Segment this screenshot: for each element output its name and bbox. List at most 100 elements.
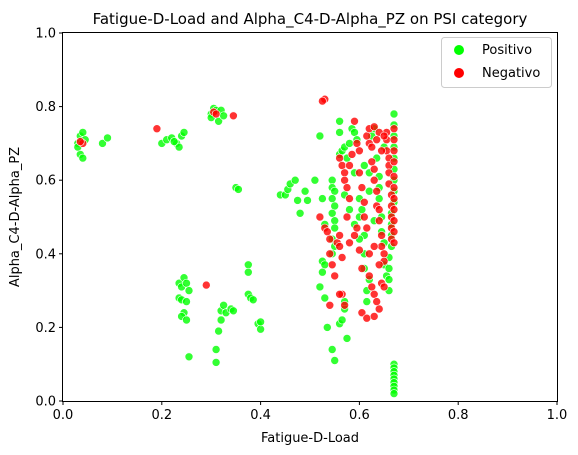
point-positivo-81 xyxy=(330,223,340,233)
point-negativo-8 xyxy=(318,96,327,106)
point-negativo-79 xyxy=(369,289,379,299)
point-negativo-93 xyxy=(352,223,362,233)
point-negativo-45 xyxy=(369,175,379,185)
point-positivo-155 xyxy=(359,161,369,170)
point-positivo-51 xyxy=(248,295,258,305)
point-negativo-43 xyxy=(367,157,377,167)
point-negativo-24 xyxy=(335,153,344,163)
point-positivo-73 xyxy=(322,323,332,332)
point-negativo-75 xyxy=(389,227,399,236)
point-positivo-76 xyxy=(330,186,340,196)
point-negativo-30 xyxy=(345,161,354,170)
point-negativo-34 xyxy=(355,146,364,156)
point-positivo-98 xyxy=(345,139,354,148)
point-positivo-60 xyxy=(295,209,305,218)
chart-title: Fatigue-D-Load and Alpha_C4-D-Alpha_PZ o… xyxy=(93,10,528,29)
point-negativo-88 xyxy=(369,242,379,251)
point-positivo-72 xyxy=(320,293,330,303)
point-negativo-87 xyxy=(364,249,374,259)
point-negativo-46 xyxy=(372,186,382,196)
point-positivo-86 xyxy=(330,356,340,365)
point-positivo-69 xyxy=(320,260,330,270)
legend-box xyxy=(441,37,552,88)
legend-marker-positivo xyxy=(454,45,464,55)
point-positivo-53 xyxy=(256,324,265,334)
point-negativo-71 xyxy=(389,183,399,192)
point-positivo-7 xyxy=(98,139,107,148)
point-negativo-84 xyxy=(369,312,379,321)
point-negativo-69 xyxy=(389,157,399,167)
point-negativo-44 xyxy=(369,164,379,174)
point-negativo-82 xyxy=(357,308,367,318)
point-negativo-2 xyxy=(152,124,162,133)
point-positivo-62 xyxy=(300,186,310,196)
x-axis-label: Fatigue-D-Load xyxy=(261,431,359,446)
point-positivo-93 xyxy=(335,128,344,137)
point-negativo-100 xyxy=(377,146,386,156)
point-positivo-124 xyxy=(384,264,394,273)
point-positivo-78 xyxy=(330,201,340,211)
x-tick-label-0: 0.0 xyxy=(53,408,74,423)
point-positivo-59 xyxy=(290,175,300,185)
point-negativo-50 xyxy=(377,231,386,240)
point-negativo-13 xyxy=(325,249,335,259)
point-positivo-77 xyxy=(327,194,337,203)
legend: Positivo Negativo xyxy=(441,37,552,88)
point-negativo-49 xyxy=(374,216,384,225)
y-tick-label-3: 0.6 xyxy=(35,174,56,189)
point-positivo-88 xyxy=(337,315,347,325)
point-negativo-26 xyxy=(340,168,349,178)
point-positivo-92 xyxy=(335,117,344,126)
point-negativo-40 xyxy=(362,131,372,141)
point-positivo-138 xyxy=(389,109,399,119)
point-positivo-54 xyxy=(256,317,265,327)
point-positivo-91 xyxy=(342,334,352,343)
point-negativo-9 xyxy=(315,212,325,222)
x-tick-label-5: 1.0 xyxy=(547,408,568,423)
point-negativo-95 xyxy=(342,212,352,222)
point-positivo-13 xyxy=(174,142,184,152)
point-negativo-25 xyxy=(337,161,347,170)
point-positivo-80 xyxy=(330,216,340,225)
legend-label-positivo: Positivo xyxy=(482,43,532,58)
point-negativo-1 xyxy=(76,137,85,146)
point-negativo-48 xyxy=(374,205,384,214)
point-negativo-22 xyxy=(340,300,349,310)
point-negativo-97 xyxy=(369,122,379,132)
x-tick-label-4: 0.8 xyxy=(448,408,469,423)
y-tick-label-2: 0.4 xyxy=(35,247,56,262)
point-negativo-67 xyxy=(389,135,399,144)
point-positivo-15 xyxy=(179,128,189,137)
point-negativo-23 xyxy=(335,289,344,299)
point-negativo-101 xyxy=(372,135,382,144)
point-positivo-32 xyxy=(182,297,191,306)
point-negativo-81 xyxy=(374,304,384,314)
x-axis-ticks: 0.0 0.2 0.4 0.6 0.8 1.0 xyxy=(53,401,568,423)
point-negativo-27 xyxy=(340,175,349,185)
point-positivo-35 xyxy=(182,315,191,325)
point-positivo-37 xyxy=(184,352,194,362)
point-negativo-73 xyxy=(389,205,399,214)
point-positivo-100 xyxy=(350,128,359,137)
point-positivo-42 xyxy=(219,300,228,310)
point-positivo-104 xyxy=(357,205,367,214)
point-negativo-86 xyxy=(379,282,389,292)
point-positivo-22 xyxy=(219,111,228,121)
point-negativo-99 xyxy=(379,131,389,141)
plot-frame xyxy=(62,32,558,402)
point-positivo-71 xyxy=(315,282,325,292)
point-negativo-77 xyxy=(364,271,374,281)
point-negativo-35 xyxy=(355,168,364,178)
y-axis-label: Alpha_C4-D-Alpha_PZ xyxy=(8,147,23,287)
point-positivo-66 xyxy=(318,194,327,203)
point-negativo-66 xyxy=(389,124,399,133)
point-negativo-72 xyxy=(389,194,399,203)
point-negativo-51 xyxy=(377,242,386,251)
point-positivo-2 xyxy=(78,128,88,137)
point-negativo-33 xyxy=(352,139,362,148)
y-tick-label-0: 0.0 xyxy=(35,395,56,410)
point-positivo-123 xyxy=(384,275,394,284)
point-negativo-74 xyxy=(389,216,399,225)
point-negativo-76 xyxy=(389,238,399,248)
